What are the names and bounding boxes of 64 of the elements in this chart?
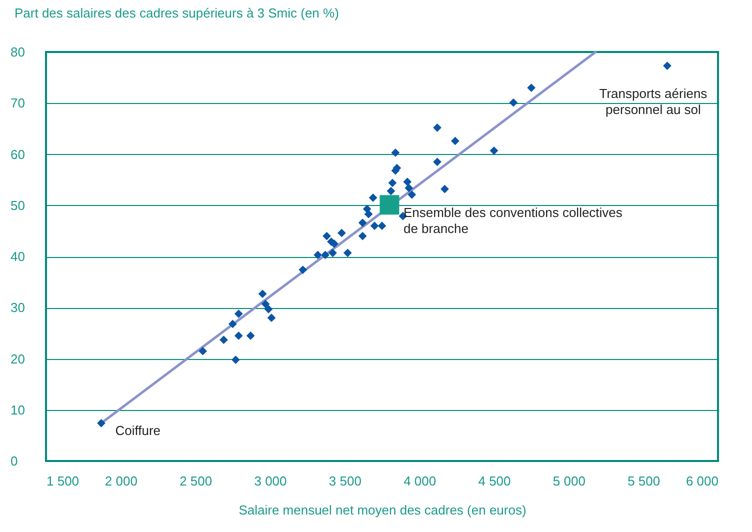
y-tick-label: 20 xyxy=(10,351,25,366)
x-tick-label: 5 000 xyxy=(552,474,586,488)
point xyxy=(220,336,228,344)
y-tick-label: 60 xyxy=(10,146,25,162)
y-axis-title: Part des salaires des cadres supérieurs à 3 Smic (en %) xyxy=(14,6,339,20)
point xyxy=(328,248,337,258)
point xyxy=(358,218,367,227)
x-axis-title: Salaire mensuel net moyen des cadres (en euros) xyxy=(238,502,526,518)
point xyxy=(258,290,267,298)
point xyxy=(380,195,400,215)
point xyxy=(231,356,240,364)
point xyxy=(388,178,397,188)
point xyxy=(343,248,352,258)
point xyxy=(527,84,536,92)
y-tick-label: 30 xyxy=(10,300,25,316)
x-tick-label: 2 500 xyxy=(180,474,212,488)
point xyxy=(440,184,449,194)
point xyxy=(404,184,414,192)
x-tick-label: 4 000 xyxy=(404,474,436,488)
annotation: Coiffure xyxy=(115,423,161,438)
point xyxy=(234,332,243,340)
point xyxy=(198,346,207,356)
point xyxy=(337,228,346,238)
point xyxy=(314,250,322,260)
point xyxy=(358,232,367,240)
point xyxy=(322,232,331,240)
y-tick-label: 80 xyxy=(10,44,25,60)
x-tick-label: 3 000 xyxy=(254,474,287,488)
point xyxy=(386,186,396,196)
x-tick-label: 2 000 xyxy=(104,474,138,488)
point xyxy=(509,98,518,107)
y-tick-label: 0 xyxy=(10,454,18,468)
point xyxy=(408,190,416,199)
point xyxy=(391,148,400,157)
point xyxy=(97,418,106,428)
x-tick-label: 3 500 xyxy=(328,474,362,488)
point xyxy=(264,304,273,314)
x-tick-label: 1 500 xyxy=(46,474,80,488)
point xyxy=(234,310,243,318)
y-tick-label: 10 xyxy=(10,402,25,418)
point xyxy=(433,123,442,132)
point xyxy=(364,210,373,218)
point xyxy=(246,332,255,340)
point xyxy=(370,222,379,230)
x-tick-label: 4 500 xyxy=(478,474,511,488)
point xyxy=(261,300,270,308)
point xyxy=(433,158,442,166)
point xyxy=(368,194,378,202)
y-tick-label: 50 xyxy=(10,198,25,213)
x-tick-label: 5 500 xyxy=(628,474,660,488)
point xyxy=(321,250,330,260)
point xyxy=(450,136,460,146)
point xyxy=(298,266,308,274)
point xyxy=(663,62,672,70)
point xyxy=(228,320,237,328)
y-tick-label: 40 xyxy=(10,249,25,264)
point xyxy=(403,178,412,186)
annotation: Transports aériens personnel au sol xyxy=(599,86,708,117)
point xyxy=(267,314,276,322)
y-tick-label: 70 xyxy=(10,96,25,111)
x-tick-label: 6 000 xyxy=(686,474,718,488)
point xyxy=(490,146,498,155)
point xyxy=(378,222,386,230)
annotation: Ensemble des conventions collectives de branche xyxy=(403,204,623,236)
